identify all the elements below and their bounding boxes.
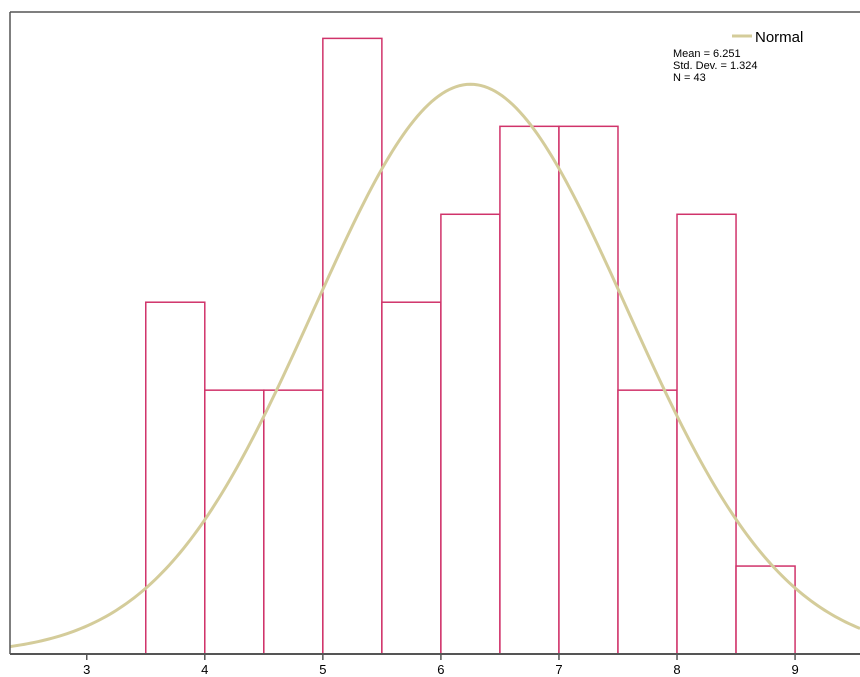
x-tick-label-4: 4 — [201, 662, 208, 677]
histogram-bar-2 — [263, 389, 324, 655]
stats-mean: Mean = 6.251 — [673, 48, 741, 60]
histogram-bar-3 — [322, 37, 383, 655]
x-tick-label-8: 8 — [673, 662, 680, 677]
legend-label-normal: Normal — [755, 29, 803, 46]
stats-n: N = 43 — [673, 72, 706, 84]
histogram-bar-7 — [558, 125, 619, 655]
histogram-bar-0 — [145, 301, 206, 655]
stats-std-dev: Std. Dev. = 1.324 — [673, 60, 758, 72]
x-tick-label-6: 6 — [437, 662, 444, 677]
histogram-bars — [145, 37, 796, 655]
histogram-bar-4 — [381, 301, 442, 655]
histogram-bar-8 — [617, 389, 678, 655]
histogram-bar-6 — [499, 125, 560, 655]
x-tick-label-3: 3 — [83, 662, 90, 677]
x-tick-label-5: 5 — [319, 662, 326, 677]
x-axis-ticks: 3 4 5 6 7 8 9 — [83, 654, 799, 677]
histogram-bar-1 — [204, 389, 265, 655]
histogram-bar-5 — [440, 213, 501, 655]
normal-curve — [9, 82, 860, 649]
legend: Normal Mean = 6.251 Std. Dev. = 1.324 N … — [673, 29, 803, 84]
axes — [9, 11, 860, 655]
x-tick-label-9: 9 — [791, 662, 798, 677]
x-tick-label-7: 7 — [555, 662, 562, 677]
